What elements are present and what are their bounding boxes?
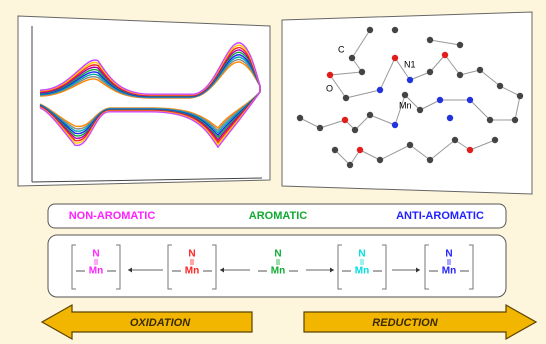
atom bbox=[407, 77, 413, 83]
atom bbox=[357, 147, 363, 153]
atom bbox=[392, 55, 398, 61]
atom bbox=[427, 37, 433, 43]
atom bbox=[349, 55, 355, 61]
cv-panel bbox=[18, 16, 270, 186]
label-anti-aromatic: ANTI-AROMATIC bbox=[396, 210, 484, 222]
atom bbox=[427, 69, 433, 75]
atom bbox=[352, 127, 358, 133]
atom bbox=[442, 52, 448, 58]
atom bbox=[332, 147, 338, 153]
species-n: N bbox=[92, 249, 99, 260]
species-n: N bbox=[274, 249, 281, 260]
atom bbox=[477, 67, 483, 73]
atom bbox=[402, 92, 408, 98]
atom-label: N1 bbox=[404, 59, 416, 69]
atom bbox=[447, 115, 453, 121]
atom bbox=[467, 97, 473, 103]
atom-label: C bbox=[338, 44, 345, 54]
atom-label: O bbox=[326, 83, 333, 93]
reduction-label: REDUCTION bbox=[372, 317, 438, 329]
atom bbox=[377, 157, 383, 163]
oxidation-label: OXIDATION bbox=[130, 317, 191, 329]
atom bbox=[317, 125, 323, 131]
atom bbox=[467, 147, 473, 153]
atom bbox=[487, 117, 493, 123]
atom bbox=[457, 72, 463, 78]
atom-label: Mn bbox=[399, 100, 412, 110]
atom bbox=[377, 87, 383, 93]
atom bbox=[342, 117, 348, 123]
atom bbox=[437, 97, 443, 103]
atom bbox=[407, 142, 413, 148]
species-mn: Mn bbox=[271, 266, 285, 277]
atom bbox=[457, 42, 463, 48]
atom bbox=[512, 117, 518, 123]
atom bbox=[367, 27, 373, 33]
species-mn: Mn bbox=[442, 266, 456, 277]
atom bbox=[427, 157, 433, 163]
atom bbox=[392, 27, 398, 33]
atom bbox=[297, 115, 303, 121]
atom bbox=[367, 112, 373, 118]
atom bbox=[359, 69, 365, 75]
atom bbox=[452, 137, 458, 143]
atom bbox=[497, 83, 503, 89]
species-mn: Mn bbox=[185, 266, 199, 277]
atom bbox=[417, 107, 423, 113]
species-n: N bbox=[188, 249, 195, 260]
species-mn: Mn bbox=[355, 266, 369, 277]
species-mn: Mn bbox=[89, 266, 103, 277]
species-n: N bbox=[358, 249, 365, 260]
graphical-abstract: C O N1 Mn NON-AROMATIC AROMATIC ANTI-ARO… bbox=[0, 0, 546, 344]
atom bbox=[517, 93, 523, 99]
label-aromatic: AROMATIC bbox=[249, 210, 308, 222]
atom bbox=[392, 122, 398, 128]
atom bbox=[347, 162, 353, 168]
label-non-aromatic: NON-AROMATIC bbox=[69, 210, 156, 222]
species-n: N bbox=[445, 249, 452, 260]
atom bbox=[327, 72, 333, 78]
atom bbox=[492, 137, 498, 143]
atom bbox=[343, 95, 349, 101]
